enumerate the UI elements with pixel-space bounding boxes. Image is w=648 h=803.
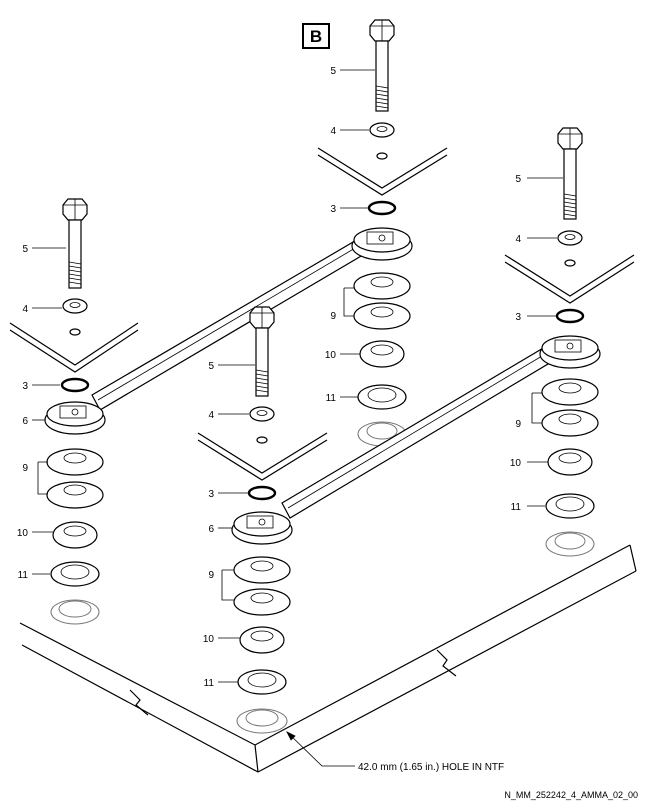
label-bottom-washer: 11	[204, 678, 215, 689]
link-rods	[91, 237, 554, 519]
label-bottom-washer: 11	[511, 502, 522, 513]
label-bottom-washer: 11	[326, 393, 337, 404]
label-link: 6	[208, 524, 214, 535]
label-washer: 4	[22, 304, 28, 315]
label-bolt: 5	[22, 244, 28, 255]
structure-panel	[19, 544, 637, 773]
label-washer: 4	[208, 410, 214, 421]
washers	[62, 122, 583, 444]
part-labels: 5 4 3 6 9 10 11 5 4 3 6 9 10 11 5 4 3 9 …	[17, 66, 522, 689]
bolts	[62, 19, 583, 397]
o-rings	[60, 200, 585, 501]
view-letter-box	[302, 23, 330, 49]
label-bolt: 5	[208, 361, 214, 372]
label-o-ring: 3	[208, 489, 214, 500]
label-bolt: 5	[515, 174, 521, 185]
label-upper-spacers: 9	[515, 419, 521, 430]
label-bottom-washer: 11	[18, 570, 29, 581]
label-upper-spacers: 9	[330, 311, 336, 322]
label-o-ring: 3	[515, 312, 521, 323]
label-o-ring: 3	[330, 204, 336, 215]
label-o-ring: 3	[22, 381, 28, 392]
bracket-plates	[9, 147, 635, 481]
leader-lines	[32, 69, 563, 767]
view-letter: B	[310, 27, 322, 46]
label-lower-spacer: 10	[325, 350, 337, 361]
label-upper-spacers: 9	[208, 570, 214, 581]
label-lower-spacer: 10	[510, 458, 522, 469]
hole-note: 42.0 mm (1.65 in.) HOLE IN NTF	[358, 762, 504, 773]
label-washer: 4	[330, 126, 336, 137]
figure-code: N_MM_252242_4_AMMA_02_00	[504, 790, 638, 800]
label-bolt: 5	[330, 66, 336, 77]
label-washer: 4	[515, 234, 521, 245]
label-upper-spacers: 9	[22, 463, 28, 474]
spacer-stacks	[46, 272, 599, 695]
label-link: 6	[22, 416, 28, 427]
label-lower-spacer: 10	[203, 634, 215, 645]
label-lower-spacer: 10	[17, 528, 29, 539]
link-ends	[44, 227, 601, 545]
